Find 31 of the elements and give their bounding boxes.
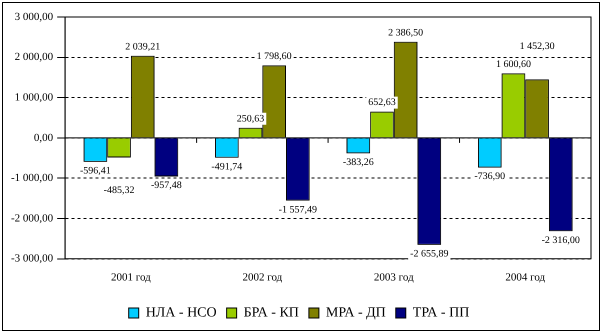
data-label: -736,90 xyxy=(474,171,506,182)
legend-label: МРА - ДП xyxy=(326,306,386,321)
data-label: -383,26 xyxy=(342,156,374,168)
data-label: -491,74 xyxy=(211,161,242,172)
data-label: -2 655,89 xyxy=(410,248,448,260)
legend-label: БРА - КП xyxy=(244,306,299,321)
legend-label: ТРА - ПП xyxy=(412,306,470,321)
y-tick-label: -3 000,00 xyxy=(10,252,54,265)
y-tick-label: 3 000,00 xyxy=(14,10,54,23)
data-label: 1 452,30 xyxy=(520,40,555,52)
data-label: -485,32 xyxy=(104,185,134,196)
x-tick-label: 2003 год xyxy=(374,271,414,284)
y-tick-label: -1 000,00 xyxy=(10,172,54,184)
data-label: -2 316,00 xyxy=(542,234,580,246)
y-tick-label: 0,00 xyxy=(34,132,54,144)
y-tick-label: 1 000,00 xyxy=(14,91,54,104)
x-tick-label: 2001 год xyxy=(111,271,152,284)
legend-label: НЛА - НСО xyxy=(146,306,217,321)
data-label: 250,63 xyxy=(236,113,264,124)
data-label: 2 386,50 xyxy=(388,27,424,38)
data-label: -1 557,49 xyxy=(278,204,318,216)
data-label: 2 039,21 xyxy=(125,41,160,52)
y-tick-label: 2 000,00 xyxy=(14,51,54,64)
x-tick-label: 2004 год xyxy=(505,271,546,284)
data-label: -596,41 xyxy=(80,166,111,177)
data-label: 1 798,60 xyxy=(256,51,292,62)
x-tick-label: 2002 год xyxy=(242,271,283,284)
data-label: 652,63 xyxy=(368,97,396,108)
data-label: 1 600,60 xyxy=(496,59,531,70)
data-label: -957,48 xyxy=(150,180,182,192)
y-tick-label: -2 000,00 xyxy=(10,212,54,224)
